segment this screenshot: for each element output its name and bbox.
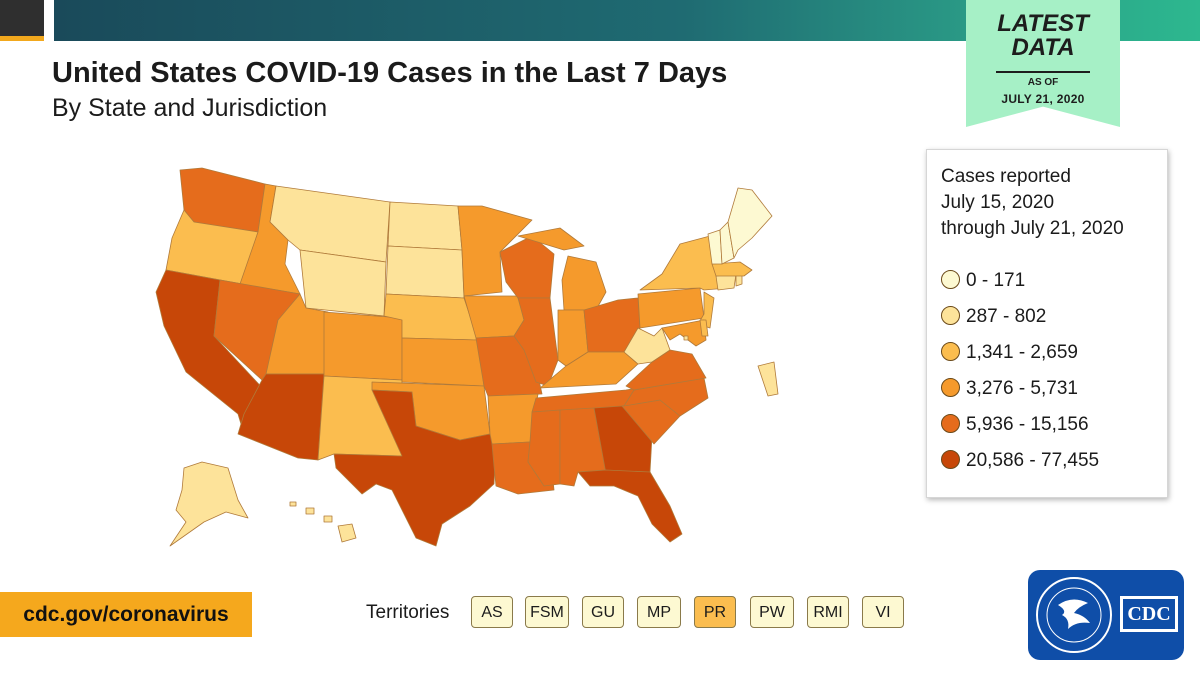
legend-item: 3,276 - 5,731 [941, 378, 1078, 400]
legend-swatch [941, 378, 960, 397]
cdc-logo[interactable]: CDC [1028, 570, 1184, 660]
legend-panel: Cases reported July 15, 2020 through Jul… [926, 149, 1168, 498]
territory-fsm[interactable]: FSM [525, 596, 569, 628]
badge-rule [996, 71, 1090, 73]
state-nd[interactable] [387, 201, 463, 251]
legend-title-line: through July 21, 2020 [941, 218, 1124, 239]
territory-gu[interactable]: GU [582, 596, 624, 628]
puerto-rico-mark [757, 361, 779, 397]
territory-mp[interactable]: MP [637, 596, 681, 628]
legend-item: 287 - 802 [941, 306, 1046, 328]
state-fl[interactable] [577, 469, 683, 543]
state-me[interactable] [727, 187, 773, 259]
legend-title-line: July 15, 2020 [941, 192, 1055, 213]
territory-pr[interactable]: PR [694, 596, 736, 628]
latest-data-badge: LATEST DATA AS OF JULY 21, 2020 [966, 0, 1120, 127]
state-hi[interactable] [289, 501, 357, 543]
badge-line1: LATEST [997, 10, 1089, 37]
legend-label: 0 - 171 [966, 270, 1026, 291]
state-de[interactable] [699, 319, 709, 337]
badge-date: JULY 21, 2020 [1001, 92, 1085, 106]
state-ak[interactable] [169, 461, 249, 547]
territory-rmi[interactable]: RMI [807, 596, 849, 628]
legend-label: 1,341 - 2,659 [966, 342, 1078, 363]
legend-item: 20,586 - 77,455 [941, 450, 1099, 472]
state-wy[interactable] [299, 249, 387, 317]
state-tx[interactable] [333, 389, 497, 547]
site-link[interactable]: cdc.gov/coronavirus [0, 592, 252, 637]
territory-as[interactable]: AS [471, 596, 513, 628]
state-sd[interactable] [385, 245, 465, 299]
state-co[interactable] [323, 311, 403, 381]
state-wv[interactable] [623, 327, 671, 365]
legend-item: 5,936 - 15,156 [941, 414, 1089, 436]
us-map [155, 167, 779, 547]
legend-title-line: Cases reported [941, 166, 1071, 187]
page-title: United States COVID-19 Cases in the Last… [52, 57, 728, 89]
badge-line2: DATA [1011, 34, 1075, 61]
legend-swatch [941, 342, 960, 361]
legend-swatch [941, 270, 960, 289]
badge-as-of: AS OF [1027, 77, 1059, 88]
hhs-seal-icon [1036, 577, 1112, 653]
state-ks[interactable] [401, 337, 485, 387]
corner-block [0, 0, 44, 36]
territories-label: Territories [366, 602, 450, 623]
legend-swatch [941, 414, 960, 433]
state-ma[interactable] [711, 261, 753, 277]
legend-swatch [941, 450, 960, 469]
badge-title: LATEST DATA [966, 12, 1120, 60]
legend-label: 20,586 - 77,455 [966, 450, 1100, 471]
page-subtitle: By State and Jurisdiction [52, 94, 328, 122]
legend-item: 0 - 171 [941, 270, 1025, 292]
legend-item: 1,341 - 2,659 [941, 342, 1078, 364]
state-wi[interactable] [499, 235, 555, 299]
territory-vi[interactable]: VI [862, 596, 904, 628]
corner-accent [0, 36, 44, 41]
legend-label: 3,276 - 5,731 [966, 378, 1078, 399]
legend-swatch [941, 306, 960, 325]
state-mn[interactable] [457, 205, 533, 297]
state-mt[interactable] [269, 185, 391, 263]
legend-title: Cases reported July 15, 2020 through Jul… [941, 164, 1124, 242]
state-il[interactable] [513, 297, 559, 387]
territory-pw[interactable]: PW [750, 596, 794, 628]
state-dc[interactable] [683, 335, 689, 341]
cdc-wordmark: CDC [1120, 596, 1178, 632]
legend-label: 287 - 802 [966, 306, 1047, 327]
legend-label: 5,936 - 15,156 [966, 414, 1089, 435]
